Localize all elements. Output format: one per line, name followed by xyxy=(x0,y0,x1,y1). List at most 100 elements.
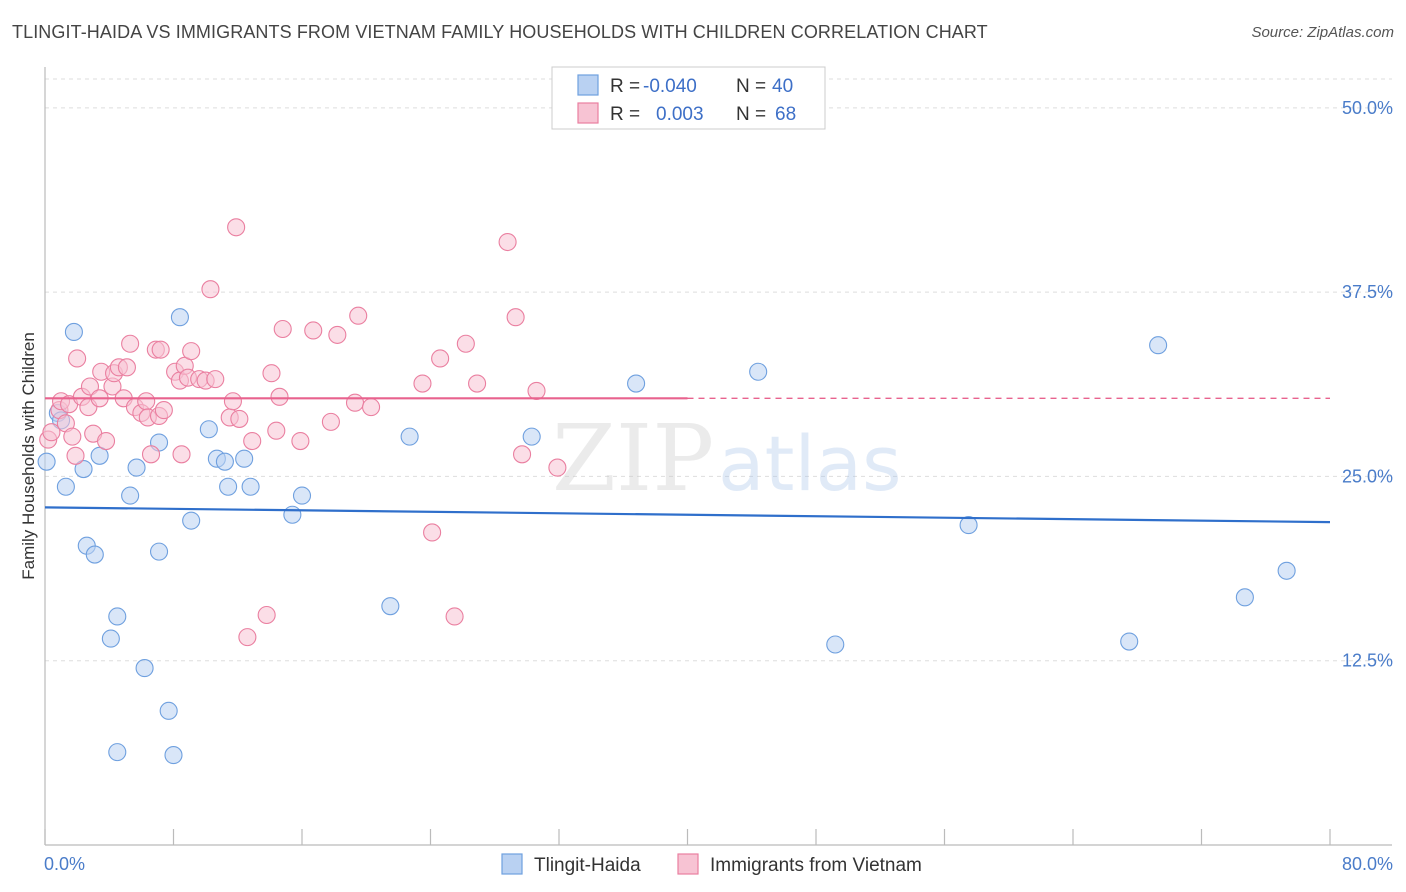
data-point xyxy=(423,523,442,542)
data-point xyxy=(283,505,302,524)
data-point xyxy=(627,374,646,393)
y-axis-label: Family Households with Children xyxy=(19,332,38,580)
data-point xyxy=(215,452,234,471)
watermark-zip: ZIP xyxy=(552,405,714,512)
data-point xyxy=(149,542,169,561)
data-point xyxy=(56,477,75,496)
data-point xyxy=(548,458,567,477)
data-point xyxy=(127,458,146,477)
y-tick-label: 50.0% xyxy=(1342,98,1393,118)
data-point xyxy=(137,392,156,411)
data-point xyxy=(1235,588,1254,607)
data-point xyxy=(42,423,61,442)
bottom-legend-label-2: Immigrants from Vietnam xyxy=(710,855,922,876)
bottom-legend-label-1: Tlingit-Haida xyxy=(534,855,641,876)
data-point xyxy=(182,511,201,530)
data-point xyxy=(267,421,286,440)
data-point xyxy=(64,322,83,341)
data-point xyxy=(68,349,87,368)
legend-r-value-2: 0.003 xyxy=(656,104,704,125)
bottom-legend: Tlingit-Haida Immigrants from Vietnam xyxy=(501,853,922,876)
trend-lines xyxy=(44,397,1331,524)
data-point xyxy=(164,746,183,765)
bottom-legend-swatch-pink xyxy=(677,853,699,875)
legend-swatch-blue xyxy=(577,74,599,96)
data-point xyxy=(413,374,432,393)
watermark: ZIP atlas xyxy=(552,405,902,512)
data-point xyxy=(238,628,257,647)
data-point xyxy=(117,358,136,377)
data-point xyxy=(235,449,254,468)
x-tick-labels: 0.0% 80.0% xyxy=(44,854,1393,874)
data-point xyxy=(37,452,56,471)
data-point xyxy=(400,427,419,446)
legend-n-value-1: 40 xyxy=(772,76,793,97)
data-point xyxy=(108,743,127,762)
data-point xyxy=(219,477,238,496)
data-points xyxy=(37,218,1296,765)
watermark-atlas: atlas xyxy=(718,419,902,508)
data-point xyxy=(135,659,154,678)
legend-r-label-1: R = xyxy=(610,76,640,97)
data-point xyxy=(230,409,249,428)
data-point xyxy=(381,597,400,616)
legend-n-label-2: N = xyxy=(736,104,766,125)
data-point xyxy=(223,392,242,411)
top-legend: R = -0.040 N = 40 R = 0.003 N = 68 xyxy=(551,66,826,130)
data-point xyxy=(292,486,312,505)
data-point xyxy=(141,445,161,464)
data-point xyxy=(206,370,225,389)
series-tlingit-haida xyxy=(37,308,1296,765)
x-tick-label: 80.0% xyxy=(1342,854,1393,874)
data-point xyxy=(108,607,127,626)
data-point xyxy=(498,232,517,252)
data-point xyxy=(328,325,347,344)
data-point xyxy=(101,629,120,648)
data-point xyxy=(345,393,365,412)
data-point xyxy=(321,412,340,431)
data-point xyxy=(154,401,173,420)
data-point xyxy=(304,321,323,340)
x-tick-label: 0.0% xyxy=(44,854,85,874)
data-point xyxy=(80,377,100,396)
data-point xyxy=(513,445,532,464)
data-point xyxy=(522,427,541,446)
y-tick-labels: 12.5% 25.0% 37.5% 50.0% xyxy=(1342,98,1393,671)
data-point xyxy=(273,319,292,339)
legend-n-value-2: 68 xyxy=(775,104,796,125)
data-point xyxy=(349,306,368,325)
data-point xyxy=(468,374,487,393)
data-point xyxy=(749,362,768,381)
legend-r-label-2: R = xyxy=(610,104,640,125)
data-point xyxy=(362,398,381,417)
data-point xyxy=(270,387,289,406)
data-point xyxy=(182,342,201,361)
data-point xyxy=(456,334,475,353)
data-point xyxy=(151,340,170,359)
chart-title: TLINGIT-HAIDA VS IMMIGRANTS FROM VIETNAM… xyxy=(12,22,988,42)
data-point xyxy=(85,545,104,564)
data-point xyxy=(170,308,189,327)
y-tick-label: 12.5% xyxy=(1342,651,1393,671)
data-point xyxy=(201,280,220,299)
data-point xyxy=(257,605,276,625)
data-point xyxy=(241,477,260,496)
data-point xyxy=(121,486,140,505)
data-point xyxy=(959,516,978,535)
y-tick-label: 37.5% xyxy=(1342,282,1393,302)
bottom-legend-swatch-blue xyxy=(501,853,523,875)
data-point xyxy=(1120,632,1139,651)
data-point xyxy=(291,431,310,451)
legend-swatch-pink xyxy=(577,102,599,124)
data-point xyxy=(1149,336,1168,355)
data-point xyxy=(96,431,116,451)
data-point xyxy=(243,431,262,451)
data-point xyxy=(63,427,82,446)
legend-r-value-1: -0.040 xyxy=(643,76,697,97)
data-point xyxy=(431,349,450,368)
legend-n-label-1: N = xyxy=(736,76,766,97)
data-point xyxy=(199,420,218,439)
data-point xyxy=(172,445,191,464)
data-point xyxy=(506,308,525,327)
